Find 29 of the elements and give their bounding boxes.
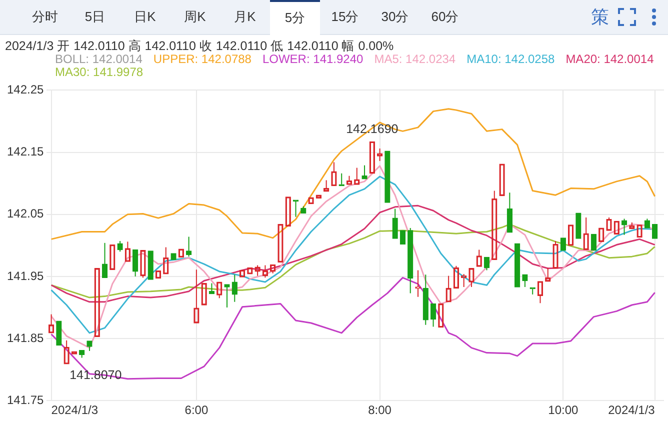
text: 5日 bbox=[84, 8, 106, 26]
text: 分时 bbox=[31, 8, 59, 26]
x-tick-label: 2024/1/3 bbox=[51, 403, 98, 418]
text: 周K bbox=[183, 8, 207, 26]
text: 月K bbox=[233, 8, 257, 26]
x-tick-label: 10:00 bbox=[548, 403, 578, 418]
text: MA10: 142.0258 bbox=[466, 52, 555, 66]
text: 2024/1/3 开 142.0110 高 142.0110 收 142.0110 低 142.0110 幅 0.00% bbox=[5, 38, 394, 54]
y-tick-label: 142.05 bbox=[7, 206, 44, 221]
text: 日K bbox=[133, 8, 157, 26]
text: 5分 bbox=[270, 0, 320, 35]
y-tick-label: 141.85 bbox=[7, 330, 44, 345]
text: LOWER: 141.9240 bbox=[262, 52, 364, 66]
text: MA5: 142.0234 bbox=[374, 52, 456, 66]
y-tick-label: 141.75 bbox=[7, 392, 44, 407]
text: 15分 bbox=[330, 8, 360, 26]
text: MA30: 141.9978 bbox=[55, 65, 144, 79]
text: BOLL: 142.0014 bbox=[55, 52, 142, 66]
text: 60分 bbox=[430, 8, 460, 26]
y-tick-label: 141.95 bbox=[7, 268, 44, 283]
x-tick-label: 2024/1/3 bbox=[608, 403, 656, 418]
text: 策 bbox=[590, 6, 610, 29]
text: MA20: 142.0014 bbox=[566, 52, 654, 66]
text: 30分 bbox=[380, 8, 410, 26]
x-tick-label: 6:00 bbox=[184, 403, 208, 418]
y-tick-label: 142.25 bbox=[7, 82, 44, 97]
x-tick-label: 8:00 bbox=[368, 403, 392, 418]
text: UPPER: 142.0788 bbox=[153, 52, 252, 66]
y-tick-label: 142.15 bbox=[7, 144, 44, 159]
